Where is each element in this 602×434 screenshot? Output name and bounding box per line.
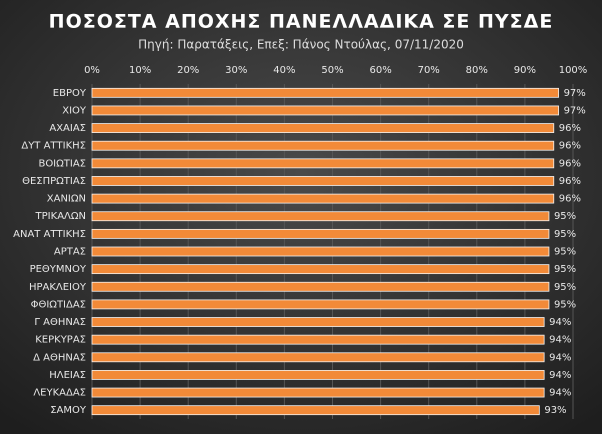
bar <box>91 334 545 345</box>
value-label: 97% <box>564 105 586 116</box>
bar <box>91 281 550 292</box>
x-tick-label: 60% <box>369 65 391 76</box>
value-label: 95% <box>554 282 576 293</box>
value-label: 95% <box>554 229 576 240</box>
y-tick-label: ΑΧΑΙΑΣ <box>49 123 86 134</box>
y-tick-label: ΧΑΝΙΩΝ <box>47 194 86 205</box>
y-tick-label: ΘΕΣΠΡΩΤΙΑΣ <box>22 176 86 187</box>
bar <box>91 105 559 116</box>
bar <box>91 317 545 327</box>
x-tick-label: 20% <box>177 65 199 76</box>
bar <box>91 246 550 257</box>
value-label: 94% <box>549 317 571 328</box>
bar <box>91 352 545 363</box>
value-label: 95% <box>554 264 576 275</box>
bar <box>91 140 555 151</box>
value-label: 94% <box>549 335 571 346</box>
bar <box>91 87 559 98</box>
x-tick-label: 10% <box>129 65 151 76</box>
y-tick-label: ΡΕΘΥΜΝΟΥ <box>30 264 87 275</box>
y-tick-label: ΧΙΟΥ <box>62 105 87 116</box>
value-label: 95% <box>554 299 576 310</box>
value-label: 95% <box>554 211 576 222</box>
bar <box>91 158 555 169</box>
x-tick-label: 40% <box>273 65 295 76</box>
chart-title: ΠΟΣΟΣΤΑ ΑΠΟΧΗΣ ΠΑΝΕΛΛΑΔΙΚΑ ΣΕ ΠΥΣΔΕ <box>49 11 554 33</box>
y-tick-label: Γ ΑΘΗΝΑΣ <box>34 317 86 328</box>
x-tick-label: 100% <box>559 65 588 76</box>
value-label: 94% <box>549 370 571 381</box>
bar <box>91 211 550 222</box>
y-tick-label: ΦΘΙΩΤΙΔΑΣ <box>31 299 86 310</box>
bar <box>91 176 555 186</box>
x-tick-label: 50% <box>321 65 343 76</box>
bar <box>91 193 555 204</box>
y-tick-label: Δ ΑΘΗΝΑΣ <box>33 352 86 363</box>
value-label: 96% <box>559 176 581 187</box>
x-tick-label: 90% <box>514 65 536 76</box>
y-tick-label: ΑΡΤΑΣ <box>54 247 86 258</box>
y-tick-label: ΑΝΑΤ ΑΤΤΙΚΗΣ <box>13 229 86 240</box>
chart-subtitle: Πηγή: Παρατάξεις, Επεξ: Πάνος Ντούλας, 0… <box>138 38 464 52</box>
bar <box>91 264 550 275</box>
x-tick-label: 70% <box>418 65 440 76</box>
x-tick-label: 80% <box>466 65 488 76</box>
x-tick-label: 0% <box>84 65 100 76</box>
y-tick-label: ΔΥΤ ΑΤΤΙΚΗΣ <box>21 141 86 152</box>
value-label: 95% <box>554 247 576 258</box>
y-tick-label: ΚΕΡΚΥΡΑΣ <box>35 335 86 346</box>
y-tick-label: ΣΑΜΟΥ <box>50 405 87 416</box>
bar <box>91 387 545 398</box>
value-label: 94% <box>549 388 571 399</box>
y-tick-label: ΗΛΕΙΑΣ <box>49 370 86 381</box>
value-label: 96% <box>559 141 581 152</box>
x-tick-label: 30% <box>225 65 247 76</box>
bar <box>91 123 555 133</box>
bar <box>91 299 550 310</box>
y-tick-label: ΕΒΡΟΥ <box>53 88 87 99</box>
value-label: 96% <box>559 123 581 134</box>
y-tick-label: ΛΕΥΚΑΔΑΣ <box>33 388 86 399</box>
value-label: 94% <box>549 352 571 363</box>
y-tick-label: ΤΡΙΚΑΛΩΝ <box>35 211 86 222</box>
bar <box>91 405 540 416</box>
value-label: 97% <box>564 88 586 99</box>
value-label: 96% <box>559 194 581 205</box>
y-tick-label: ΒΟΙΩΤΙΑΣ <box>38 158 86 169</box>
y-tick-label: ΗΡΑΚΛΕΙΟΥ <box>29 282 87 293</box>
bar <box>91 228 550 239</box>
value-label: 96% <box>559 158 581 169</box>
bar <box>91 370 545 380</box>
value-label: 93% <box>544 405 566 416</box>
